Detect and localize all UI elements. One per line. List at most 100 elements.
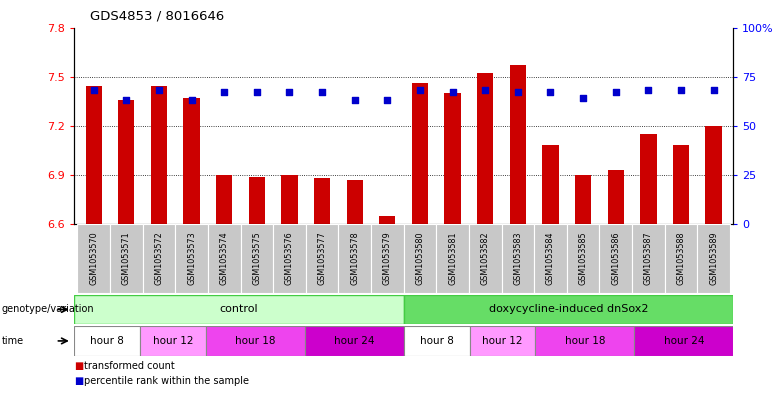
Bar (74, 295, 404, 324)
Bar (151, 86, 167, 224)
Text: GSM1053588: GSM1053588 (676, 231, 686, 285)
Bar (542, 145, 558, 224)
Text: GSM1053571: GSM1053571 (122, 231, 131, 285)
Point (577, 95, 590, 101)
Bar (599, 224, 632, 293)
Point (87, 87, 100, 94)
Bar (273, 224, 306, 293)
Bar (535, 326, 634, 356)
Text: hour 24: hour 24 (664, 336, 704, 346)
Text: GSM1053589: GSM1053589 (709, 231, 718, 285)
Text: GSM1053575: GSM1053575 (252, 231, 261, 285)
Point (512, 89, 524, 95)
Bar (176, 224, 208, 293)
Text: hour 12: hour 12 (153, 336, 193, 346)
Text: GSM1053586: GSM1053586 (612, 231, 620, 285)
Text: GSM1053574: GSM1053574 (220, 231, 229, 285)
Bar (534, 224, 567, 293)
Text: doxycycline-induced dnSox2: doxycycline-induced dnSox2 (489, 305, 648, 314)
Point (186, 97, 198, 103)
Text: hour 12: hour 12 (482, 336, 523, 346)
Text: hour 18: hour 18 (565, 336, 605, 346)
Bar (86, 86, 102, 224)
Text: percentile rank within the sample: percentile rank within the sample (84, 376, 250, 386)
Bar (697, 224, 730, 293)
Bar (208, 224, 240, 293)
Text: time: time (2, 336, 23, 346)
Text: GSM1053579: GSM1053579 (383, 231, 392, 285)
Point (153, 87, 165, 94)
Text: GSM1053570: GSM1053570 (89, 231, 98, 285)
Bar (436, 224, 469, 293)
Bar (502, 224, 534, 293)
Bar (469, 224, 502, 293)
Text: GSM1053584: GSM1053584 (546, 231, 555, 285)
Bar (470, 326, 535, 356)
Text: ■: ■ (74, 362, 83, 371)
Bar (143, 224, 176, 293)
Text: GSM1053578: GSM1053578 (350, 231, 360, 285)
Text: GSM1053585: GSM1053585 (579, 231, 587, 285)
Bar (665, 224, 697, 293)
Text: genotype/variation: genotype/variation (2, 305, 94, 314)
Text: GSM1053583: GSM1053583 (513, 231, 523, 285)
Bar (339, 224, 371, 293)
Point (218, 89, 230, 95)
Bar (632, 224, 665, 293)
Text: hour 18: hour 18 (235, 336, 275, 346)
Point (283, 89, 296, 95)
Bar (445, 93, 461, 224)
Bar (240, 224, 273, 293)
Point (544, 89, 557, 95)
Point (446, 89, 459, 95)
Point (250, 89, 263, 95)
Bar (477, 73, 494, 224)
Point (642, 87, 654, 94)
Bar (249, 176, 265, 224)
Point (479, 87, 491, 94)
Text: GSM1053581: GSM1053581 (448, 231, 457, 285)
Point (349, 97, 361, 103)
Bar (282, 175, 298, 224)
Text: GSM1053576: GSM1053576 (285, 231, 294, 285)
Bar (634, 326, 733, 356)
Text: GSM1053577: GSM1053577 (317, 231, 327, 285)
Point (413, 87, 426, 94)
Bar (74, 326, 140, 356)
Bar (118, 99, 134, 224)
Bar (346, 180, 363, 224)
Text: GDS4853 / 8016646: GDS4853 / 8016646 (90, 10, 224, 23)
Bar (314, 178, 330, 224)
Bar (403, 224, 436, 293)
Bar (567, 224, 599, 293)
Bar (509, 65, 526, 224)
Bar (305, 326, 404, 356)
Text: GSM1053587: GSM1053587 (644, 231, 653, 285)
Bar (206, 326, 305, 356)
Text: control: control (219, 305, 258, 314)
Bar (183, 98, 200, 224)
Bar (412, 83, 428, 224)
Bar (404, 295, 733, 324)
Bar (640, 134, 657, 224)
Text: GSM1053573: GSM1053573 (187, 231, 196, 285)
Point (707, 87, 720, 94)
Bar (705, 126, 722, 224)
Point (120, 97, 133, 103)
Bar (77, 224, 110, 293)
Bar (404, 326, 470, 356)
Text: GSM1053572: GSM1053572 (154, 231, 164, 285)
Bar (140, 326, 206, 356)
Bar (371, 224, 403, 293)
Text: hour 8: hour 8 (420, 336, 453, 346)
Bar (306, 224, 339, 293)
Text: transformed count: transformed count (84, 362, 175, 371)
Point (675, 87, 687, 94)
Bar (673, 145, 690, 224)
Bar (110, 224, 143, 293)
Bar (379, 216, 395, 224)
Point (381, 97, 394, 103)
Bar (216, 175, 232, 224)
Bar (575, 175, 591, 224)
Text: hour 24: hour 24 (334, 336, 374, 346)
